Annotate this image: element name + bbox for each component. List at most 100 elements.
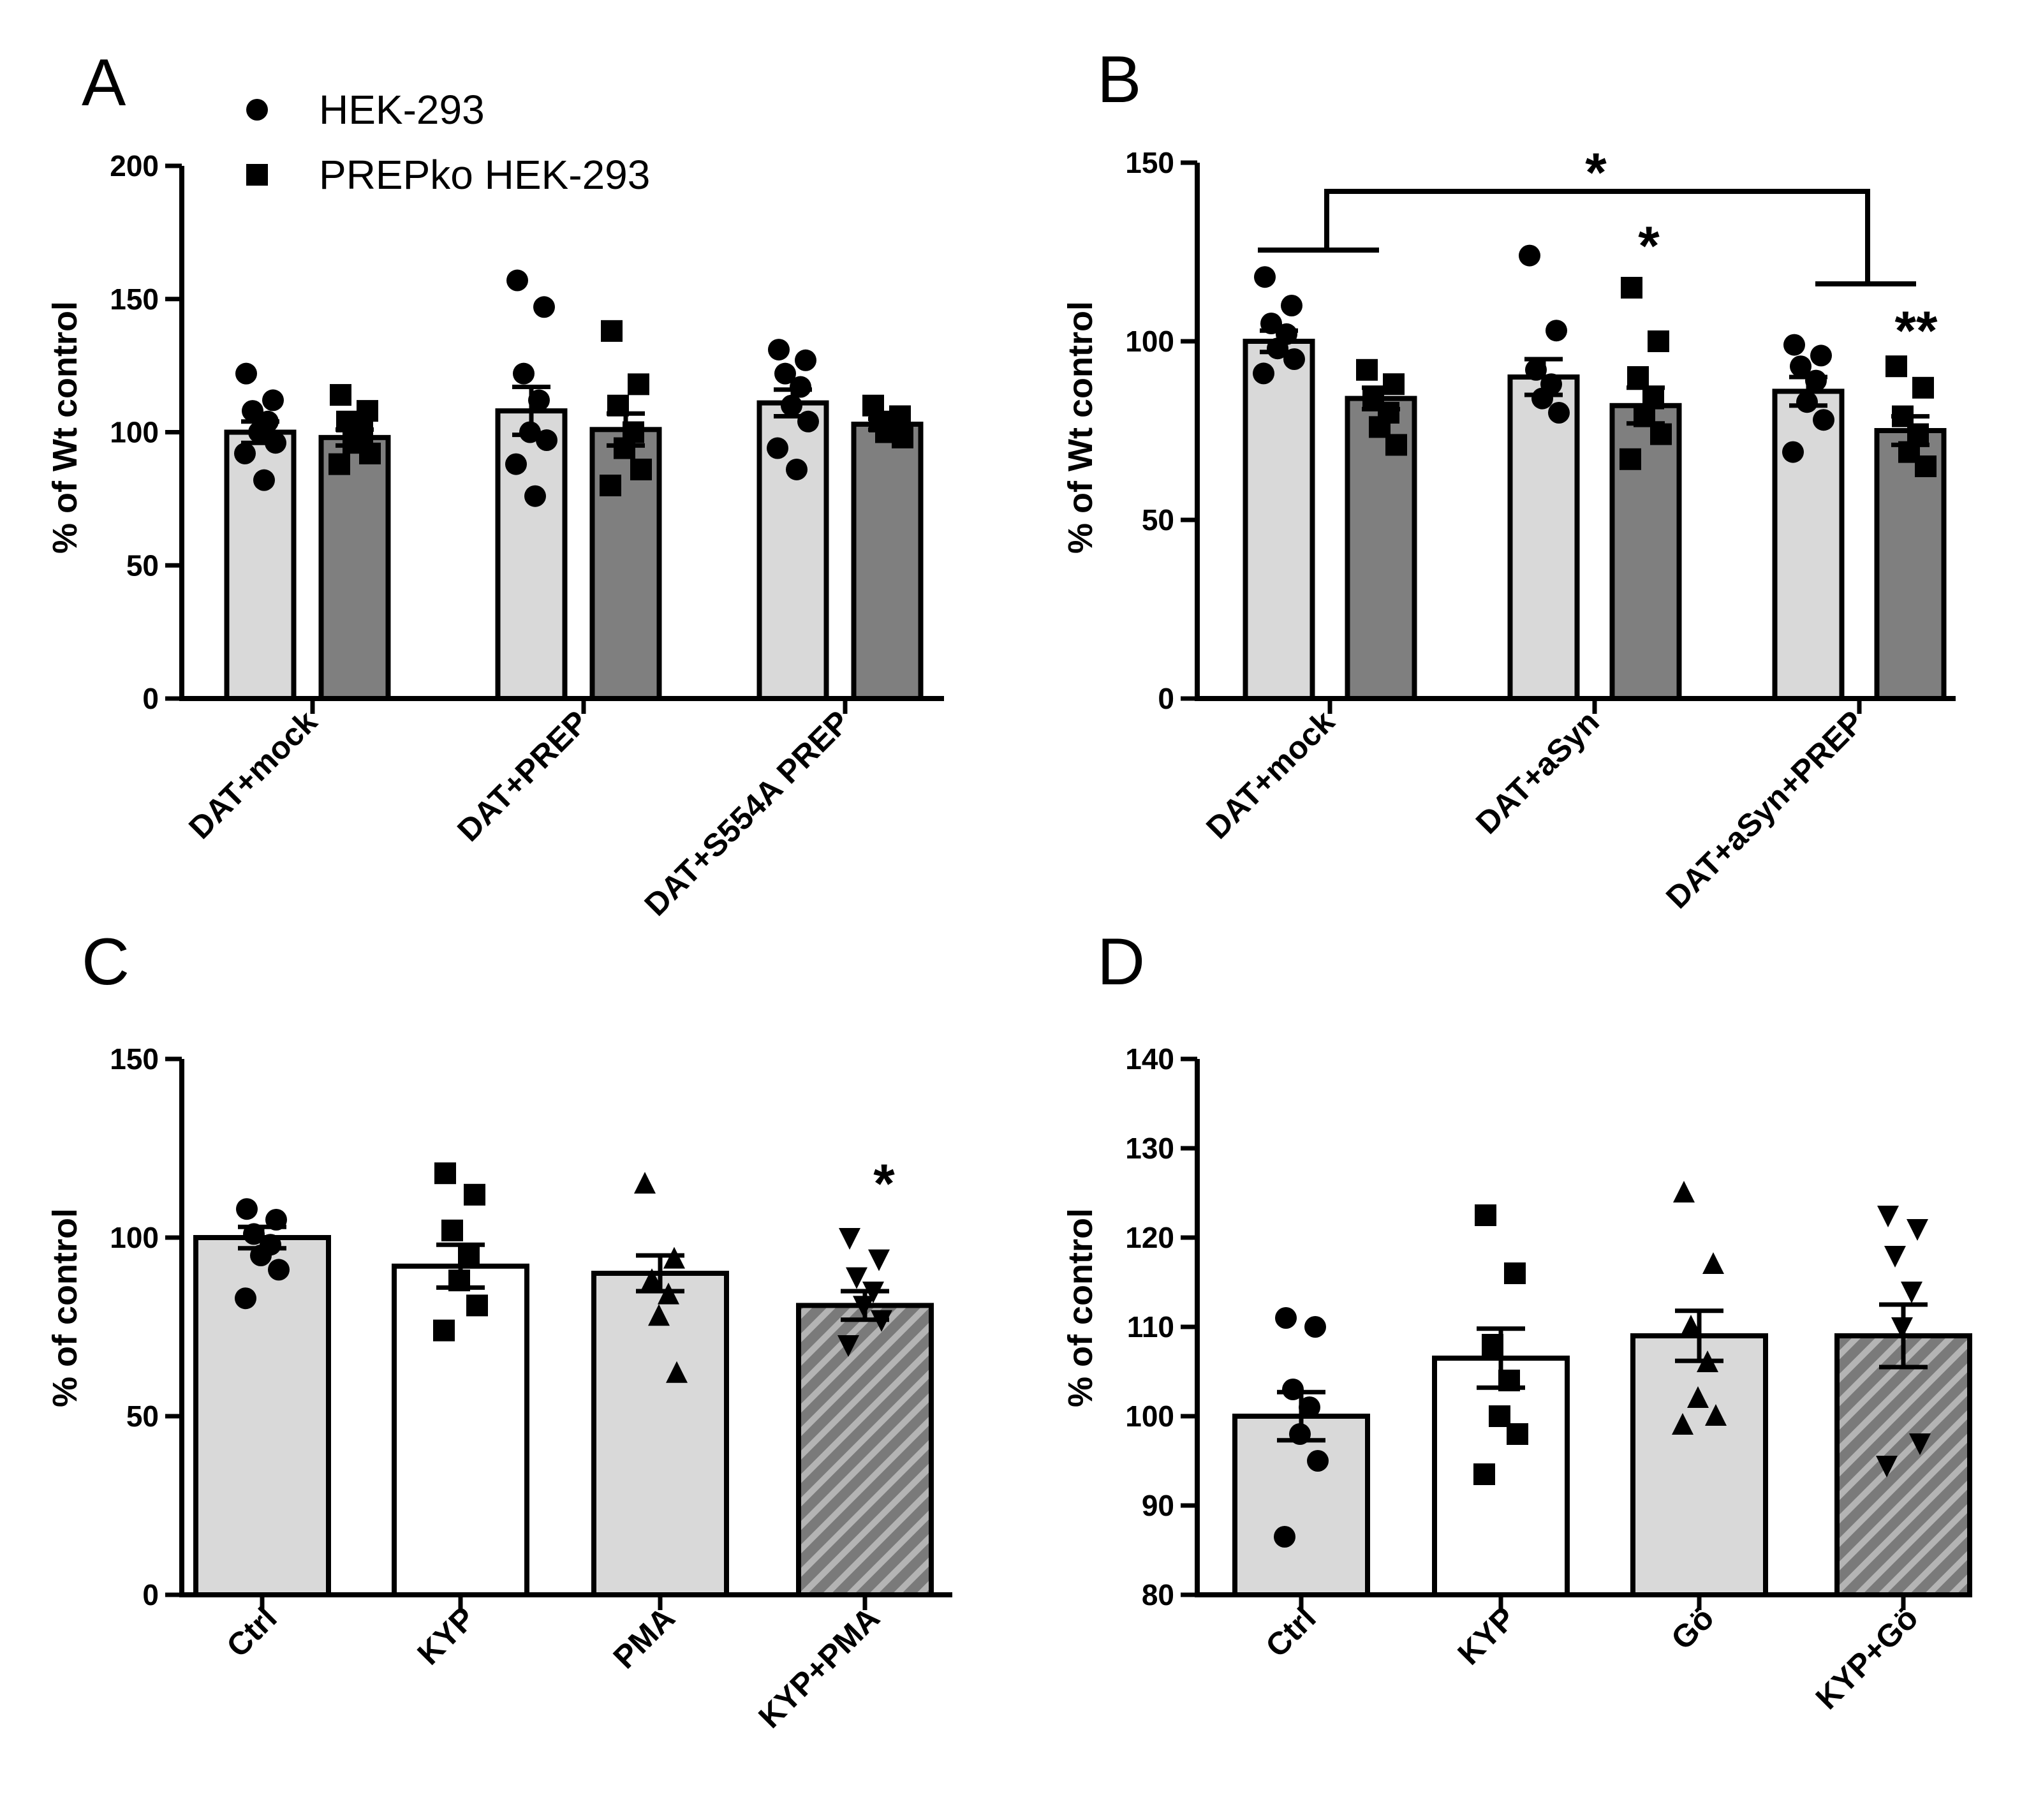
data-point — [1705, 1404, 1727, 1426]
plot-area: 0 50 100 150 200 DAT+mock DAT+PREP DAT+S554A PR… — [110, 149, 944, 922]
data-point — [600, 475, 621, 496]
x-tick-label: KYP — [1450, 1600, 1522, 1671]
data-point — [1473, 1463, 1495, 1485]
data-point — [1680, 1315, 1702, 1336]
data-point — [1620, 448, 1641, 470]
y-tick-label: 200 — [110, 149, 159, 182]
data-point — [1253, 362, 1274, 385]
data-point — [767, 437, 788, 459]
data-point — [1790, 355, 1811, 378]
data-point — [1907, 1219, 1928, 1241]
data-point — [628, 373, 649, 396]
data-point — [795, 349, 816, 371]
bar — [1507, 374, 1580, 701]
y-tick-label: 130 — [1125, 1132, 1174, 1165]
data-point — [434, 1162, 456, 1185]
data-point — [1810, 344, 1832, 367]
x-tick-label: DAT+aSyn+PREP — [1659, 704, 1871, 915]
data-point — [464, 1183, 485, 1206]
data-point — [786, 458, 808, 480]
y-tick-label: 50 — [126, 1400, 159, 1433]
y-tick-label: 100 — [1125, 325, 1174, 358]
data-point — [536, 429, 557, 452]
x-tick-label: DAT+mock — [182, 704, 324, 846]
data-point — [1356, 359, 1378, 381]
panel-c: C % of control 0 50 100 150 Ctrl KYP PMA KYP+PM… — [46, 925, 952, 1735]
data-point — [1475, 1204, 1496, 1226]
data-point — [513, 362, 535, 385]
data-point — [774, 362, 796, 385]
bar — [1772, 388, 1845, 702]
y-axis-title: % of Wt control — [1061, 301, 1100, 554]
y-tick-label: 0 — [142, 1578, 159, 1611]
bar — [193, 1235, 331, 1597]
data-point — [1782, 441, 1804, 463]
data-point — [1909, 1433, 1931, 1455]
legend-label-prepko: PREPko HEK-293 — [319, 152, 650, 198]
plot-area: 0 50 100 150 Ctrl KYP PMA KYP+PMA — [110, 1042, 952, 1735]
y-tick-label: 0 — [142, 682, 159, 715]
data-point — [1383, 373, 1405, 396]
bar — [796, 1303, 934, 1598]
plot-area: 0 50 100 150 DAT+mock DAT+aSyn DAT+aSyn+PREP — [1125, 146, 1956, 915]
x-tick-label: DAT+S554A PREP — [638, 704, 857, 922]
bar — [1432, 1356, 1570, 1597]
y-tick-label: 80 — [1142, 1578, 1174, 1611]
bar — [1243, 339, 1315, 701]
data-point — [441, 1219, 463, 1241]
data-point — [1507, 1423, 1528, 1445]
data-point — [253, 469, 275, 491]
data-point — [1901, 1282, 1922, 1303]
data-point — [1877, 1206, 1899, 1227]
data-point — [601, 320, 623, 342]
bar — [1834, 1333, 1972, 1597]
panel-a-legend: HEK-293 PREPko HEK-293 — [246, 87, 650, 198]
data-point — [868, 1249, 890, 1271]
data-point — [524, 485, 546, 507]
bar — [392, 1263, 529, 1598]
data-point — [663, 1247, 685, 1269]
y-tick-label: 90 — [1142, 1489, 1174, 1522]
data-point — [1702, 1252, 1724, 1274]
data-point — [1299, 1396, 1320, 1418]
data-point — [1621, 277, 1642, 299]
data-point — [1915, 455, 1937, 477]
data-point — [797, 410, 819, 433]
data-point — [505, 453, 527, 475]
significance-star-kyp-pma: * — [873, 1153, 895, 1215]
data-point — [1519, 244, 1540, 267]
bar — [1232, 1414, 1370, 1597]
data-point — [1282, 1379, 1304, 1400]
x-tick-label: KYP+Gö — [1809, 1600, 1925, 1716]
data-point — [262, 389, 284, 411]
legend-marker-hek293 — [246, 99, 268, 121]
x-tick-label: DAT+aSyn — [1469, 704, 1606, 841]
data-point — [846, 1267, 867, 1289]
data-point — [1884, 1246, 1906, 1268]
data-point — [768, 339, 790, 361]
data-point — [1813, 409, 1834, 431]
data-point — [1672, 1413, 1693, 1435]
data-point — [839, 1228, 860, 1250]
data-point — [506, 269, 528, 292]
data-point — [242, 400, 263, 422]
data-point — [1275, 1307, 1297, 1329]
data-point — [1546, 320, 1567, 342]
bar — [1630, 1333, 1768, 1597]
data-point — [1274, 1526, 1295, 1548]
legend-label-hek293: HEK-293 — [319, 87, 485, 133]
x-tick-label: DAT+mock — [1199, 704, 1341, 846]
x-tick-label: DAT+PREP — [450, 704, 595, 848]
data-point — [235, 1287, 256, 1310]
y-tick-label: 150 — [110, 283, 159, 316]
plot-area: 80 90 100 110 120 130 140 Ctrl KYP Gö KYP+Gö — [1125, 1042, 1972, 1716]
y-tick-label: 50 — [1142, 503, 1174, 536]
panel-letter-b: B — [1097, 43, 1141, 117]
x-tick-label: PMA — [607, 1600, 682, 1675]
x-tick-label: Ctrl — [1258, 1600, 1322, 1664]
panel-a: A HEK-293 PREPko HEK-293 % of Wt control… — [46, 46, 944, 922]
y-axis-title: % of Wt control — [46, 301, 84, 554]
x-tick-label: KYP — [410, 1600, 482, 1671]
panel-letter-d: D — [1097, 925, 1145, 999]
data-point — [533, 296, 555, 318]
